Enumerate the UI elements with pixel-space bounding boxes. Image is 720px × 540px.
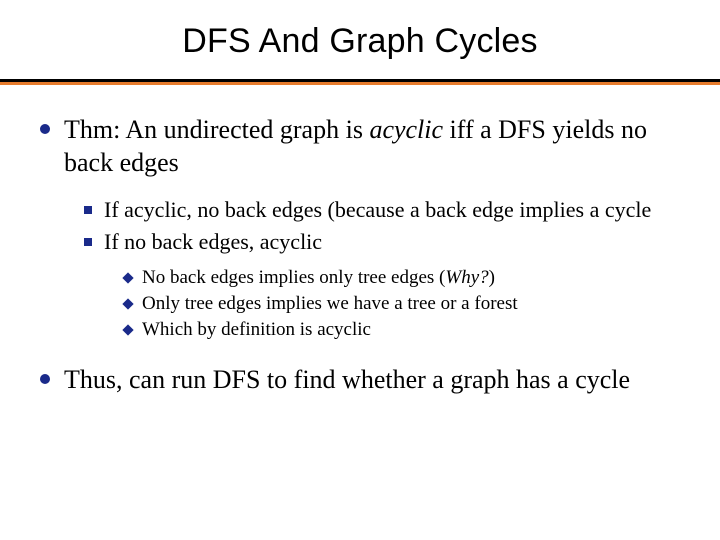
bullet-text: Thm: An undirected graph is acyclic iff … [64,113,680,180]
bullet-level3: No back edges implies only tree edges (W… [124,266,680,290]
bullet-level1: Thus, can run DFS to find whether a grap… [40,363,680,396]
bullet-text: Thus, can run DFS to find whether a grap… [64,363,630,396]
bullet-text: Which by definition is acyclic [142,318,371,342]
spacer [40,345,680,363]
text-italic: acyclic [369,115,443,144]
square-bullet-icon [84,238,92,246]
text-pre: Which by definition is acyclic [142,319,371,340]
text-pre: Thus, can run DFS to find whether a grap… [64,365,630,394]
bullet-level2: If no back edges, acyclic [84,228,680,256]
text-post: ) [489,267,495,288]
diamond-bullet-icon [122,298,133,309]
text-italic: Why? [445,267,488,288]
bullet-text: Only tree edges implies we have a tree o… [142,292,518,316]
bullet-text: If no back edges, acyclic [104,228,322,256]
bullet-level3: Only tree edges implies we have a tree o… [124,292,680,316]
diamond-bullet-icon [122,272,133,283]
bullet-text: No back edges implies only tree edges (W… [142,266,495,290]
bullet-level1: Thm: An undirected graph is acyclic iff … [40,113,680,180]
bullet-level3: Which by definition is acyclic [124,318,680,342]
text-pre: Only tree edges implies we have a tree o… [142,293,518,314]
bullet-level2: If acyclic, no back edges (because a bac… [84,196,680,224]
diamond-bullet-icon [122,325,133,336]
circle-bullet-icon [40,374,50,384]
bullet-text: If acyclic, no back edges (because a bac… [104,196,651,224]
slide-title: DFS And Graph Cycles [0,22,720,61]
circle-bullet-icon [40,124,50,134]
slide-content: Thm: An undirected graph is acyclic iff … [0,85,720,396]
slide: DFS And Graph Cycles Thm: An undirected … [0,22,720,540]
text-pre: No back edges implies only tree edges ( [142,267,445,288]
text-pre: Thm: An undirected graph is [64,115,369,144]
square-bullet-icon [84,206,92,214]
